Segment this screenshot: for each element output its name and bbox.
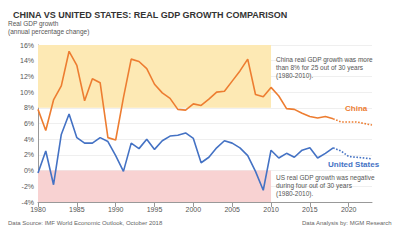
svg-text:Data Analysis by: MGM Research: Data Analysis by: MGM Research — [302, 220, 392, 226]
svg-text:2015: 2015 — [302, 206, 318, 213]
svg-text:than 8% for 25 out of 30 years: than 8% for 25 out of 30 years — [276, 64, 364, 72]
svg-text:4%: 4% — [24, 136, 34, 143]
svg-text:10%: 10% — [20, 89, 34, 96]
svg-text:-4%: -4% — [22, 199, 34, 206]
svg-text:2010: 2010 — [263, 206, 279, 213]
svg-text:16%: 16% — [20, 42, 34, 49]
svg-text:2020: 2020 — [341, 206, 357, 213]
svg-text:China: China — [345, 104, 368, 113]
svg-text:-2%: -2% — [22, 183, 34, 190]
svg-text:2%: 2% — [24, 151, 34, 158]
svg-text:US real GDP growth was negativ: US real GDP growth was negative — [276, 174, 375, 182]
svg-text:2000: 2000 — [186, 206, 202, 213]
svg-text:6%: 6% — [24, 120, 34, 127]
svg-text:1990: 1990 — [108, 206, 124, 213]
svg-text:14%: 14% — [20, 57, 34, 64]
svg-text:8%: 8% — [24, 104, 34, 111]
svg-text:CHINA VS UNITED STATES: REAL G: CHINA VS UNITED STATES: REAL GDP GROWTH … — [13, 10, 287, 20]
svg-text:1995: 1995 — [147, 206, 163, 213]
svg-text:during four out of 30 years: during four out of 30 years — [276, 182, 353, 190]
svg-text:(annual percentage change): (annual percentage change) — [8, 28, 89, 36]
svg-text:0%: 0% — [24, 167, 34, 174]
svg-text:China real GDP growth was more: China real GDP growth was more — [276, 56, 373, 64]
svg-text:12%: 12% — [20, 73, 34, 80]
svg-text:1980: 1980 — [30, 206, 46, 213]
svg-text:Real GDP growth: Real GDP growth — [8, 20, 59, 28]
svg-text:United States: United States — [328, 160, 380, 169]
svg-text:2005: 2005 — [224, 206, 240, 213]
svg-text:(1980-2010).: (1980-2010). — [276, 190, 313, 198]
svg-text:Data Source: IMF World Economi: Data Source: IMF World Economic Outlook,… — [8, 220, 163, 226]
svg-text:1985: 1985 — [69, 206, 85, 213]
svg-text:(1980-2010).: (1980-2010). — [276, 72, 313, 80]
